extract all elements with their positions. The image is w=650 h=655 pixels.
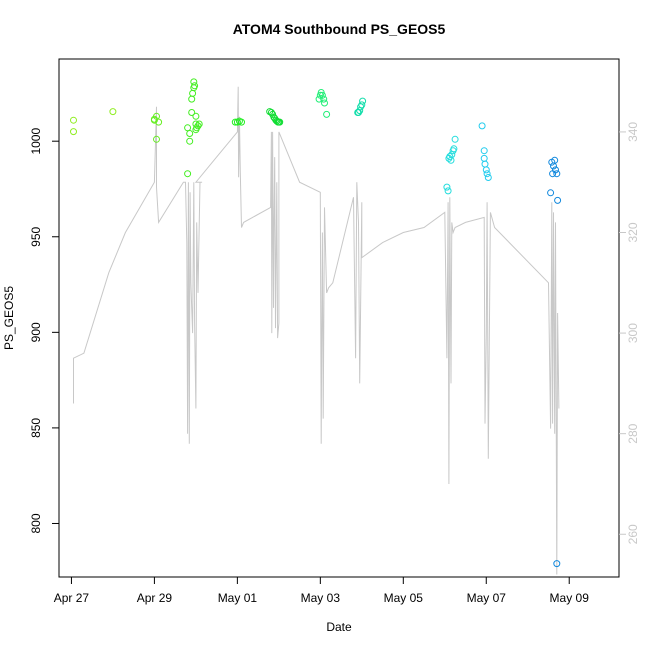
secondary-trace-line bbox=[73, 86, 560, 575]
x-tick-label: May 03 bbox=[301, 591, 341, 605]
y2-tick-label: 260 bbox=[626, 524, 640, 544]
data-point bbox=[189, 89, 197, 97]
data-point bbox=[323, 110, 331, 118]
y-tick-label: 800 bbox=[29, 513, 43, 533]
series-group-2 bbox=[150, 112, 163, 143]
trace-layer bbox=[73, 86, 560, 575]
plot-frame bbox=[58, 58, 620, 578]
data-point bbox=[194, 122, 202, 130]
x-tick-label: May 09 bbox=[550, 591, 590, 605]
data-point bbox=[70, 128, 77, 136]
data-point bbox=[190, 78, 198, 86]
x-tick-label: Apr 29 bbox=[137, 591, 173, 605]
x-tick-label: May 07 bbox=[467, 591, 507, 605]
y-tick-label: 1000 bbox=[29, 128, 43, 155]
series-group-6 bbox=[315, 89, 331, 118]
y-tick-label: 950 bbox=[29, 226, 43, 246]
y2-tick-label: 300 bbox=[626, 323, 640, 343]
data-point bbox=[482, 166, 490, 174]
data-point bbox=[192, 112, 200, 120]
data-point bbox=[552, 166, 559, 174]
data-point bbox=[448, 151, 456, 159]
series-group-7 bbox=[354, 97, 367, 116]
data-point bbox=[320, 95, 328, 103]
y-axis: 800 850 900 950 1000 bbox=[29, 128, 59, 534]
data-point bbox=[444, 187, 452, 195]
data-point bbox=[153, 135, 160, 143]
data-point bbox=[276, 118, 284, 126]
series-group-9 bbox=[478, 122, 492, 181]
x-axis: Apr 27 Apr 29 May 01 May 03 May 05 May 07 May … bbox=[54, 576, 590, 605]
data-point bbox=[446, 153, 454, 160]
data-point bbox=[191, 82, 199, 90]
data-point bbox=[553, 560, 561, 568]
data-point bbox=[188, 95, 196, 103]
data-point bbox=[553, 170, 561, 178]
y-tick-label: 850 bbox=[29, 418, 43, 438]
y-axis-label: PS_GEOS5 bbox=[2, 286, 16, 350]
data-point bbox=[318, 91, 326, 99]
data-point bbox=[358, 101, 366, 109]
series-group-8 bbox=[443, 135, 459, 195]
y-tick-label: 900 bbox=[29, 322, 43, 342]
x-tick-label: May 01 bbox=[218, 591, 258, 605]
data-point bbox=[551, 156, 559, 164]
series-group-1 bbox=[70, 108, 117, 136]
data-point bbox=[238, 118, 245, 126]
data-point bbox=[484, 174, 492, 181]
data-point bbox=[195, 120, 203, 128]
y2-tick-label: 280 bbox=[626, 423, 640, 443]
data-point bbox=[554, 196, 562, 204]
data-point bbox=[451, 135, 459, 143]
data-point bbox=[321, 99, 328, 107]
data-point bbox=[188, 109, 196, 116]
points-layer bbox=[70, 78, 562, 568]
data-point bbox=[450, 145, 458, 153]
data-point bbox=[155, 118, 163, 126]
y2-axis: 260 280 300 320 340 bbox=[619, 122, 640, 544]
series-group-10 bbox=[547, 156, 562, 568]
data-point bbox=[480, 154, 488, 162]
data-point bbox=[483, 170, 491, 178]
data-point bbox=[192, 120, 200, 128]
data-point bbox=[186, 137, 194, 145]
data-point bbox=[359, 97, 367, 105]
series-group-3 bbox=[184, 78, 203, 178]
x-tick-label: Apr 27 bbox=[54, 591, 90, 605]
data-point bbox=[184, 170, 192, 178]
series-group-5 bbox=[266, 108, 284, 126]
y2-tick-label: 320 bbox=[626, 222, 640, 242]
data-point bbox=[481, 160, 489, 168]
x-axis-label: Date bbox=[326, 620, 352, 634]
data-point bbox=[70, 116, 77, 124]
y2-tick-label: 340 bbox=[626, 122, 640, 142]
data-point bbox=[186, 130, 194, 137]
x-tick-label: May 05 bbox=[384, 591, 424, 605]
series-group-4 bbox=[231, 117, 245, 126]
chart-title: ATOM4 Southbound PS_GEOS5 bbox=[233, 21, 446, 37]
data-point bbox=[478, 122, 486, 130]
data-point bbox=[547, 189, 555, 197]
data-point bbox=[109, 108, 117, 116]
data-point bbox=[480, 147, 488, 155]
data-point bbox=[184, 124, 192, 132]
data-point bbox=[443, 183, 451, 191]
